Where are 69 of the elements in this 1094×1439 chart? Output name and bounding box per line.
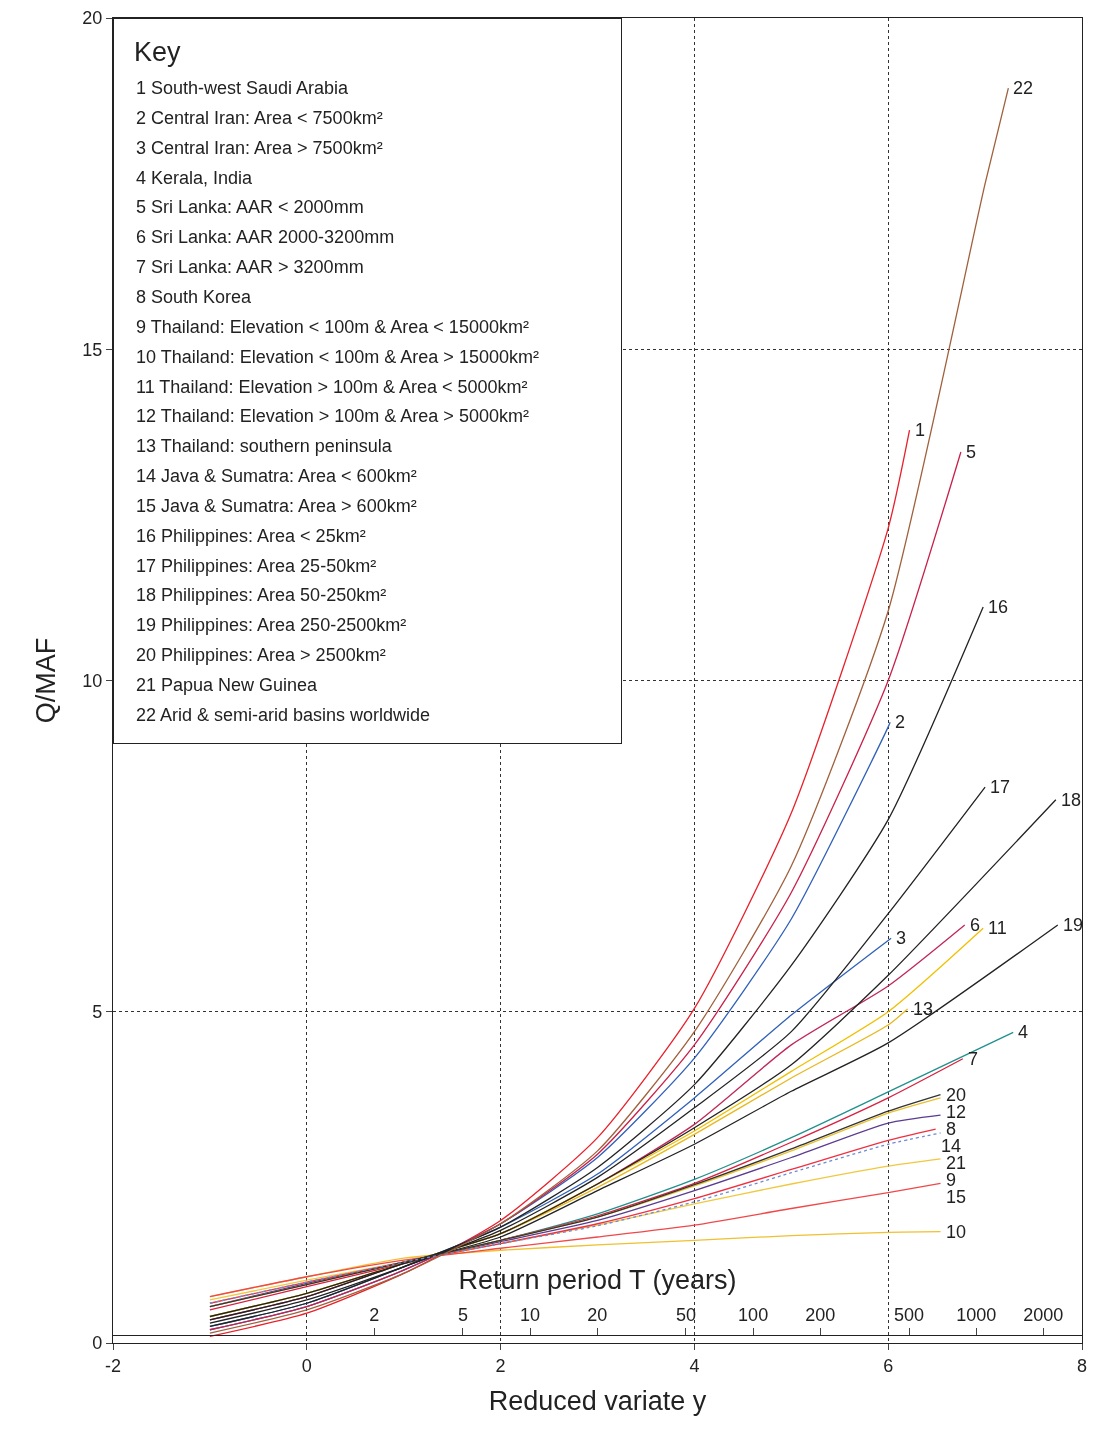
series-label: 22 xyxy=(1013,78,1034,98)
annotation: 13 Thailand: southern peninsula xyxy=(136,435,392,458)
annotation: 1 South-west Saudi Arabia xyxy=(136,77,349,99)
annotation: 3 Central Iran: Area > 7500km² xyxy=(136,136,383,159)
x2-tick-label: 2000 xyxy=(1023,1304,1064,1325)
annotation: 15 Java & Sumatra: Area > 600km² xyxy=(136,494,417,517)
series-label: 6 xyxy=(970,915,981,935)
series-label: 15 xyxy=(946,1187,967,1207)
annotation: 17 Philippines: Area 25-50km² xyxy=(136,554,377,577)
x2-axis-title: Return period T (years) xyxy=(458,1264,737,1295)
x-tick-label: 8 xyxy=(1076,1355,1088,1376)
annotation: 22 Arid & semi-arid basins worldwide xyxy=(136,703,431,726)
y-tick-label: 20 xyxy=(82,8,103,29)
series-label: 2 xyxy=(895,712,906,732)
x-axis-title: Reduced variate y xyxy=(488,1386,707,1417)
y-tick-label: 15 xyxy=(82,339,103,360)
annotation: 5 Sri Lanka: AAR < 2000mm xyxy=(136,196,364,219)
annotation: 11 Thailand: Elevation > 100m & Area < 5000km² xyxy=(136,375,528,398)
series-label: 16 xyxy=(988,597,1009,617)
x2-tick-label: 50 xyxy=(675,1304,696,1325)
series-label: 13 xyxy=(913,999,934,1019)
y-tick-label: 5 xyxy=(92,1002,103,1023)
series-label: 19 xyxy=(1063,915,1084,935)
series-label: 12 xyxy=(946,1102,967,1122)
annotation: 18 Philippines: Area 50-250km² xyxy=(136,584,387,607)
annotation: 6 Sri Lanka: AAR 2000-3200mm xyxy=(136,226,395,249)
series-label: 10 xyxy=(946,1222,967,1242)
y-axis-title: Q/MAF xyxy=(31,637,62,724)
x-tick-label: 6 xyxy=(883,1355,894,1376)
x2-tick-label: 10 xyxy=(520,1304,541,1325)
series-label: 1 xyxy=(915,420,926,440)
annotation: 14 Java & Sumatra: Area < 600km² xyxy=(136,465,417,488)
x2-tick-label: 2 xyxy=(369,1304,380,1325)
series-label: 18 xyxy=(1061,790,1082,810)
x-tick-label: 2 xyxy=(495,1355,506,1376)
annotation: 10 Thailand: Elevation < 100m & Area > 15000km² xyxy=(136,345,539,368)
series-label: 8 xyxy=(946,1119,957,1139)
series-label: 11 xyxy=(988,918,1007,938)
series-label: 9 xyxy=(946,1170,957,1190)
annotation: 19 Philippines: Area 250-2500km² xyxy=(136,614,407,637)
annotation: Key xyxy=(134,37,181,68)
annotation: 20 Philippines: Area > 2500km² xyxy=(136,644,386,667)
x2-tick-label: 500 xyxy=(894,1304,925,1325)
annotation: 16 Philippines: Area < 25km² xyxy=(136,524,366,547)
x-tick-label: 0 xyxy=(301,1355,312,1376)
x-tick-label: 4 xyxy=(689,1355,700,1376)
annotation: 21 Papua New Guinea xyxy=(136,674,318,696)
series-label: 14 xyxy=(941,1136,962,1156)
series-label: 20 xyxy=(946,1085,967,1105)
annotation: 7 Sri Lanka: AAR > 3200mm xyxy=(136,256,364,279)
x2-tick-label: 5 xyxy=(457,1304,468,1325)
annotation: 12 Thailand: Elevation > 100m & Area > 5000km² xyxy=(136,405,529,428)
series-label: 7 xyxy=(968,1049,979,1069)
annotation: 4 Kerala, India xyxy=(136,166,253,189)
series-label: 3 xyxy=(896,928,907,948)
x-tick-label: -2 xyxy=(104,1355,122,1376)
y-tick-label: 0 xyxy=(92,1333,103,1354)
x2-tick-label: 20 xyxy=(587,1304,608,1325)
series-label: 5 xyxy=(966,442,977,462)
series-label: 21 xyxy=(946,1153,967,1173)
x2-tick-label: 1000 xyxy=(956,1304,997,1325)
annotation: 8 South Korea xyxy=(136,285,252,308)
y-tick-label: 10 xyxy=(82,670,103,691)
annotation: 9 Thailand: Elevation < 100m & Area < 15000km² xyxy=(136,315,529,338)
x2-tick-label: 200 xyxy=(805,1304,836,1325)
x2-tick-label: 100 xyxy=(738,1304,769,1325)
annotation: 2 Central Iran: Area < 7500km² xyxy=(136,106,383,129)
series-label: 4 xyxy=(1018,1022,1029,1042)
series-label: 17 xyxy=(990,777,1011,797)
